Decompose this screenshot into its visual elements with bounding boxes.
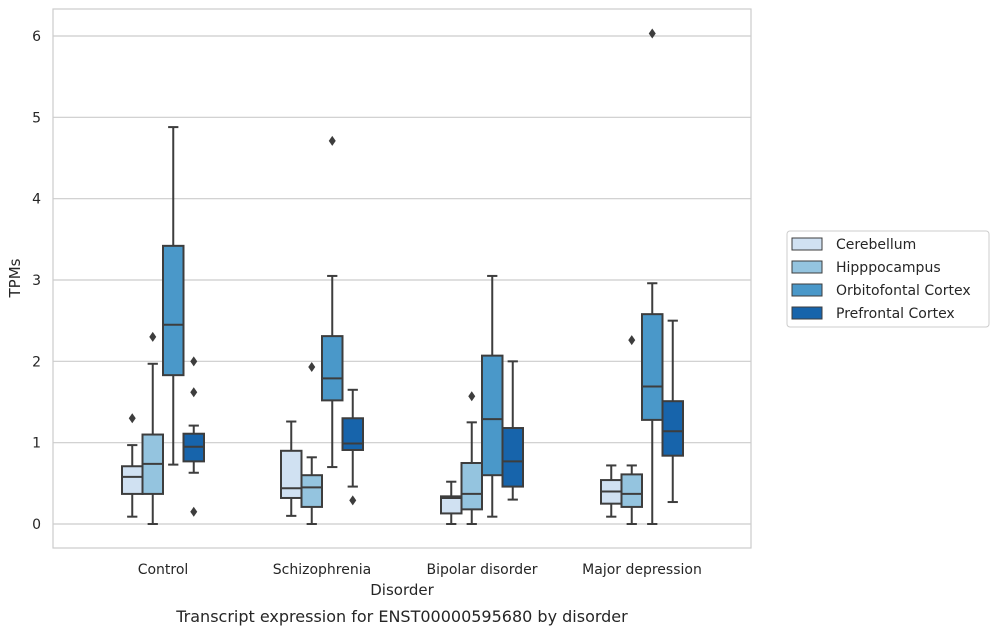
x-tick-label: Schizophrenia <box>273 562 371 578</box>
legend-swatch <box>791 260 823 274</box>
iqr-box <box>280 449 303 499</box>
outlier-point <box>190 506 198 517</box>
box-2-1 <box>460 391 483 525</box>
plot-frame <box>52 8 752 549</box>
box-3-2 <box>641 28 664 525</box>
box-2-2 <box>481 274 504 518</box>
box-0-1 <box>141 331 164 525</box>
y-tick-label: 2 <box>32 354 41 370</box>
outlier-point <box>648 28 656 39</box>
legend-swatch <box>791 283 823 297</box>
iqr-box <box>300 474 323 508</box>
legend-swatch <box>791 237 823 251</box>
outlier-point <box>190 356 198 367</box>
x-axis-label: Disorder <box>370 581 434 599</box>
outlier-point <box>308 362 316 373</box>
iqr-box <box>121 465 144 495</box>
legend-label: Hipppocampus <box>836 260 941 276</box>
box-2-3 <box>501 360 524 501</box>
iqr-box <box>460 462 483 511</box>
box-0-0 <box>121 413 144 518</box>
iqr-box <box>641 313 664 421</box>
legend-frame <box>786 230 990 328</box>
outlier-point <box>128 413 136 424</box>
outlier-point <box>328 135 336 146</box>
box-3-0 <box>600 464 623 518</box>
y-tick-label: 6 <box>32 29 41 45</box>
iqr-box <box>481 354 504 477</box>
iqr-box <box>661 400 684 457</box>
iqr-box <box>321 335 344 402</box>
box-1-0 <box>280 420 303 517</box>
iqr-box <box>501 427 524 488</box>
x-tick-labels: Control Schizophrenia Bipolar disorder Majo… <box>138 562 702 578</box>
legend-label: Prefrontal Cortex <box>836 306 955 322</box>
iqr-box <box>162 244 185 377</box>
y-tick-label: 0 <box>32 517 41 533</box>
legend-swatch <box>791 306 823 320</box>
box-1-2 <box>321 135 344 469</box>
legend: Cerebellum Hipppocampus Orbitofontal Corte… <box>786 230 990 328</box>
box-0-3 <box>182 356 205 517</box>
iqr-box <box>620 473 643 508</box>
legend-label: Cerebellum <box>836 237 916 253</box>
boxes-layer <box>121 28 684 525</box>
box-2-0 <box>440 480 463 525</box>
box-1-1 <box>300 362 323 525</box>
y-tick-label: 4 <box>32 192 41 208</box>
box-3-1 <box>620 335 643 525</box>
outlier-point <box>468 391 476 402</box>
y-tick-label: 5 <box>32 110 41 126</box>
box-3-3 <box>661 319 684 504</box>
outlier-point <box>349 495 357 506</box>
legend-label: Orbitofontal Cortex <box>836 283 971 299</box>
x-tick-label: Major depression <box>582 562 702 578</box>
x-tick-label: Control <box>138 562 189 578</box>
y-tick-label: 1 <box>32 436 41 452</box>
box-1-3 <box>341 388 364 506</box>
outlier-point <box>190 387 198 398</box>
outlier-point <box>149 331 157 342</box>
iqr-box <box>341 417 364 451</box>
chart-caption: Transcript expression for ENST0000059568… <box>175 607 628 626</box>
x-tick-label: Bipolar disorder <box>426 562 537 578</box>
y-tick-label: 3 <box>32 273 41 289</box>
box-0-2 <box>162 126 185 466</box>
y-tick-labels: 0 1 2 3 4 5 6 <box>32 29 41 533</box>
y-axis-label: TPMs <box>6 258 24 298</box>
outlier-point <box>628 335 636 346</box>
